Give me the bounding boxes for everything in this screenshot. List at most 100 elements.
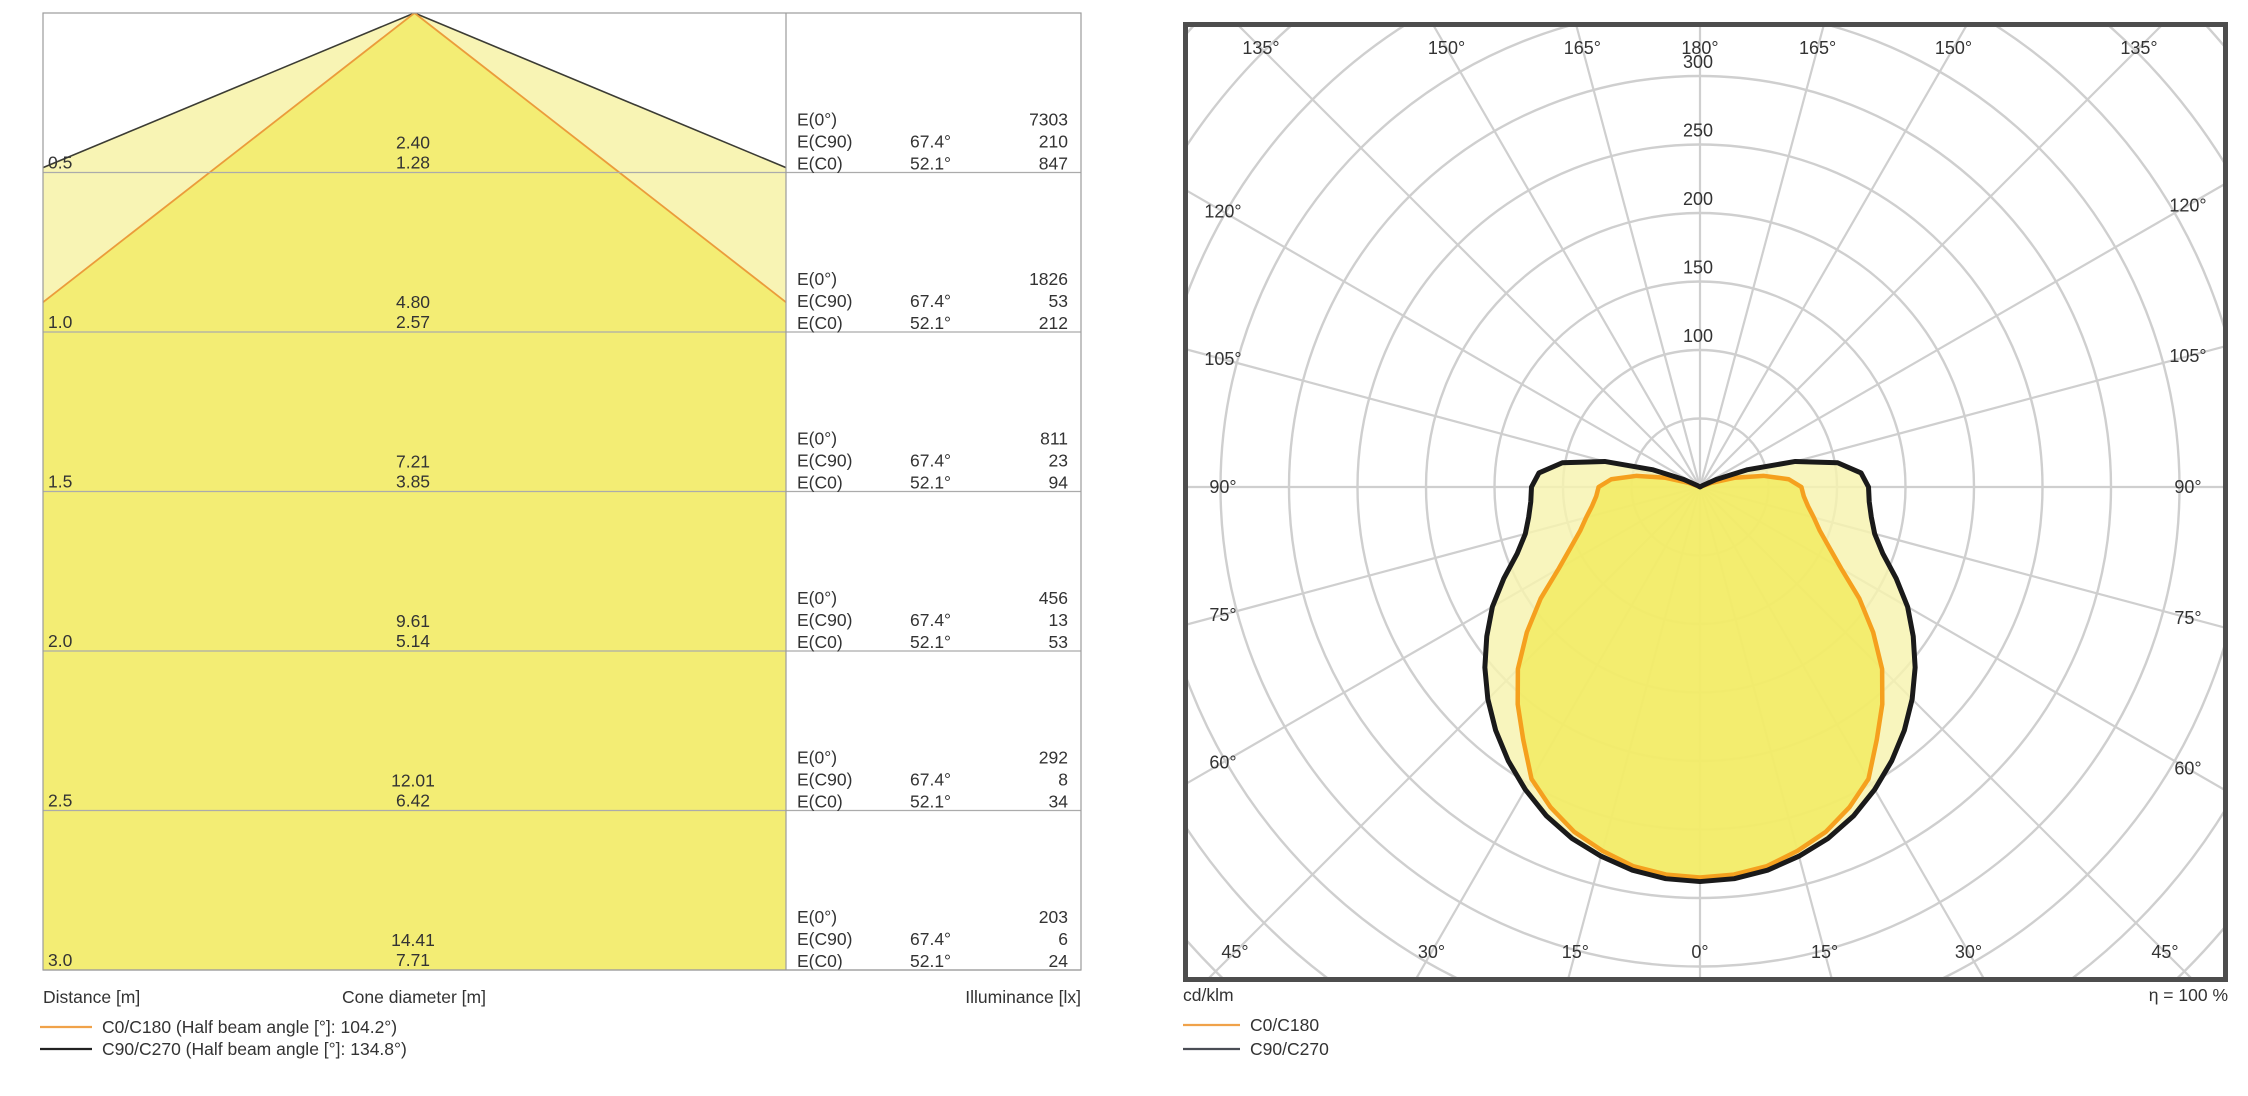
cone-diameter-c90-value: 7.21 xyxy=(396,452,430,472)
ec0-label: E(C0) xyxy=(797,473,843,493)
e0-value: 456 xyxy=(1039,588,1068,608)
cone-diameter-c90-value: 4.80 xyxy=(396,292,430,312)
cone-distance-label: 1.0 xyxy=(48,312,73,332)
e0-label: E(0°) xyxy=(797,429,837,449)
polar-legend-label-c0: C0/C180 xyxy=(1250,1015,1319,1035)
ec0-angle-value: 52.1° xyxy=(910,792,951,812)
ec90-label: E(C90) xyxy=(797,132,852,152)
polar-angle-label: 90° xyxy=(1209,477,1236,497)
curve-c0-c180-fill xyxy=(1517,475,1883,878)
polar-angle-label: 135° xyxy=(1242,38,1279,58)
polar-angle-gridline xyxy=(1699,27,1967,488)
polar-angle-label: 60° xyxy=(2174,759,2201,779)
polar-angle-gridline xyxy=(1188,190,1701,488)
e0-value: 811 xyxy=(1040,429,1068,449)
e0-label: E(0°) xyxy=(797,269,837,289)
ec0-angle-value: 52.1° xyxy=(910,313,951,333)
ec0-label: E(C0) xyxy=(797,632,843,652)
polar-angle-label: 105° xyxy=(1204,349,1241,369)
polar-angle-label: 165° xyxy=(1564,38,1601,58)
ec90-angle-value: 67.4° xyxy=(910,291,951,311)
illuminance-axis-label: Illuminance [lx] xyxy=(965,987,1081,1007)
polar-angle-gridline xyxy=(1699,27,2162,488)
polar-radial-tick-label: 200 xyxy=(1683,189,1713,209)
efficiency-label: η = 100 % xyxy=(2149,985,2228,1005)
ec0-value: 212 xyxy=(1039,313,1068,333)
ec0-value: 34 xyxy=(1049,792,1069,812)
polar-angle-label: 60° xyxy=(1209,752,1236,772)
ec0-value: 53 xyxy=(1049,632,1068,652)
polar-angle-label: 45° xyxy=(1221,942,1248,962)
cone-diameter-axis-label: Cone diameter [m] xyxy=(342,987,486,1007)
e0-value: 7303 xyxy=(1029,110,1068,130)
ec0-label: E(C0) xyxy=(797,313,843,333)
ec90-label: E(C90) xyxy=(797,451,852,471)
cone-legend-label-c0: C0/C180 (Half beam angle [°]: 104.2°) xyxy=(102,1017,397,1037)
polar-angle-label: 150° xyxy=(1935,38,1972,58)
polar-angle-label: 75° xyxy=(2174,608,2201,628)
polar-angle-gridline xyxy=(1238,27,1701,488)
cone-legend-label-c90: C90/C270 (Half beam angle [°]: 134.8°) xyxy=(102,1039,407,1059)
polar-radial-tick-label: 300 xyxy=(1683,52,1713,72)
ec90-value: 13 xyxy=(1049,610,1068,630)
polar-unit-label: cd/klm xyxy=(1183,985,1234,1005)
cone-diameter-c90-value: 12.01 xyxy=(391,771,435,791)
ec90-label: E(C90) xyxy=(797,929,852,949)
polar-angle-label: 120° xyxy=(1204,202,1241,222)
polar-angle-label: 75° xyxy=(1209,605,1236,625)
e0-label: E(0°) xyxy=(797,110,837,130)
curve-c0-c180 xyxy=(1515,473,1885,880)
cone-table-border xyxy=(42,12,1082,971)
cone-diameter-c0-value: 5.14 xyxy=(396,631,430,651)
e0-label: E(0°) xyxy=(797,748,837,768)
ec0-label: E(C0) xyxy=(797,951,843,971)
e0-value: 292 xyxy=(1039,748,1068,768)
polar-angle-gridline xyxy=(1433,27,1701,488)
ec90-value: 8 xyxy=(1058,770,1068,790)
e0-label: E(0°) xyxy=(797,588,837,608)
ec90-angle-value: 67.4° xyxy=(910,132,951,152)
curve-c90-c270 xyxy=(1482,458,1918,885)
polar-angle-gridline xyxy=(1699,183,2223,488)
ec90-angle-value: 67.4° xyxy=(910,929,951,949)
ec90-angle-value: 67.4° xyxy=(910,770,951,790)
cone-diameter-c0-value: 2.57 xyxy=(396,312,430,332)
polar-frame xyxy=(1183,22,2228,982)
polar-radial-tick-label: 100 xyxy=(1683,326,1713,346)
polar-radial-tick-label: 150 xyxy=(1683,258,1713,278)
polar-angle-label: 45° xyxy=(2151,942,2178,962)
polar-angle-label: 15° xyxy=(1811,942,1838,962)
polar-legend-label-c90: C90/C270 xyxy=(1250,1039,1329,1059)
cone-diameter-c90-value: 9.61 xyxy=(396,611,430,631)
cone-diameter-c0-value: 3.85 xyxy=(396,472,430,492)
polar-angle-gridline xyxy=(1575,27,1702,488)
ec0-angle-value: 52.1° xyxy=(910,632,951,652)
cone-diameter-c0-value: 1.28 xyxy=(396,153,430,173)
ec0-label: E(C0) xyxy=(797,154,843,174)
ec90-label: E(C90) xyxy=(797,770,852,790)
ec90-angle-value: 67.4° xyxy=(910,610,951,630)
cone-distance-label: 0.5 xyxy=(48,153,72,173)
e0-value: 203 xyxy=(1039,907,1068,927)
ec90-label: E(C90) xyxy=(797,610,852,630)
polar-angle-label: 120° xyxy=(2169,195,2206,215)
cone-diameter-c90-value: 14.41 xyxy=(391,930,435,950)
polar-angle-gridline xyxy=(1699,345,2223,489)
cone-diagram: 0.52.401.28E(0°)E(C90)E(C0)67.4°52.1°730… xyxy=(42,12,1082,971)
polar-angle-label: 135° xyxy=(2120,38,2157,58)
ec0-value: 24 xyxy=(1049,951,1069,971)
polar-angle-label: 105° xyxy=(2169,346,2206,366)
cone-diameter-c90-value: 2.40 xyxy=(396,133,430,153)
polar-diagram: 100 150 200 250 300 0° 15° 15° 30° 30° 45° 45° 60° 60… xyxy=(1183,22,2228,982)
ec0-label: E(C0) xyxy=(797,792,843,812)
polar-angle-label: 180° xyxy=(1681,38,1718,58)
ec90-value: 23 xyxy=(1049,451,1068,471)
ec90-value: 210 xyxy=(1039,132,1068,152)
distance-axis-label: Distance [m] xyxy=(43,987,140,1007)
ec90-label: E(C90) xyxy=(797,291,852,311)
ec0-angle-value: 52.1° xyxy=(910,473,951,493)
polar-grid-area xyxy=(1188,27,2223,977)
ec0-value: 847 xyxy=(1039,154,1068,174)
